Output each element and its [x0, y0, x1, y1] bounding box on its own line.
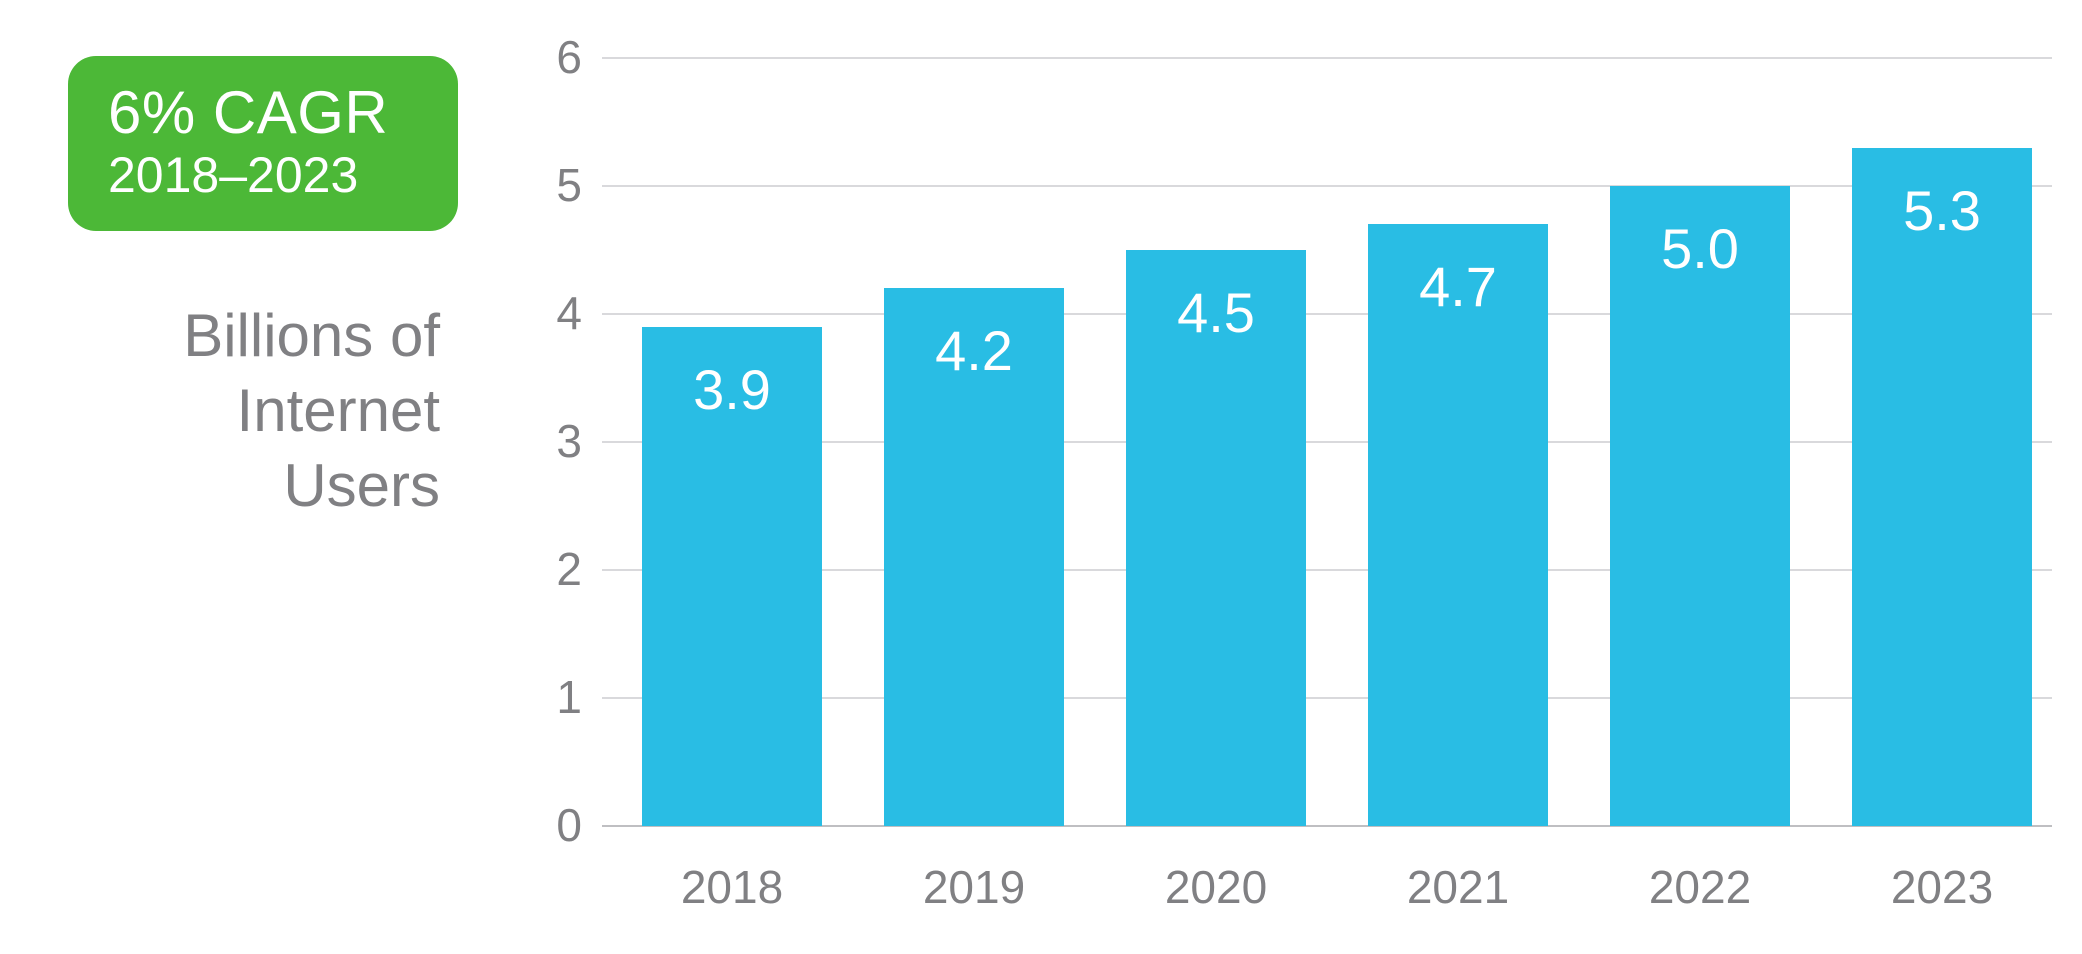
x-tick-label: 2022: [1610, 860, 1790, 914]
bar-value-label: 3.9: [642, 357, 822, 422]
cagr-badge: 6% CAGR 2018–2023: [68, 56, 458, 231]
y-tick-label: 6: [512, 30, 582, 84]
bar-value-label: 4.7: [1368, 254, 1548, 319]
gridline: [602, 313, 2052, 315]
bar-chart: 01234563.920184.220194.520204.720215.020…: [602, 58, 2052, 826]
y-axis-title-line: Users: [40, 448, 440, 523]
bar: 4.7: [1368, 224, 1548, 826]
y-tick-label: 0: [512, 798, 582, 852]
bar: 5.0: [1610, 186, 1790, 826]
gridline: [602, 57, 2052, 59]
bar-value-label: 4.2: [884, 318, 1064, 383]
y-tick-label: 3: [512, 414, 582, 468]
bar: 4.2: [884, 288, 1064, 826]
y-tick-label: 1: [512, 670, 582, 724]
y-tick-label: 2: [512, 542, 582, 596]
chart-container: 6% CAGR 2018–2023 Billions ofInternetUse…: [0, 0, 2082, 954]
cagr-badge-headline: 6% CAGR: [108, 78, 418, 147]
bar-value-label: 4.5: [1126, 280, 1306, 345]
y-axis-title-line: Billions of: [40, 298, 440, 373]
x-tick-label: 2020: [1126, 860, 1306, 914]
x-tick-label: 2023: [1852, 860, 2032, 914]
y-tick-label: 4: [512, 286, 582, 340]
x-tick-label: 2021: [1368, 860, 1548, 914]
gridline: [602, 185, 2052, 187]
y-axis-title-line: Internet: [40, 373, 440, 448]
y-tick-label: 5: [512, 158, 582, 212]
bar: 3.9: [642, 327, 822, 826]
x-tick-label: 2019: [884, 860, 1064, 914]
bar: 5.3: [1852, 148, 2032, 826]
bar-value-label: 5.3: [1852, 178, 2032, 243]
plot-area: 01234563.920184.220194.520204.720215.020…: [602, 58, 2052, 826]
bar-value-label: 5.0: [1610, 216, 1790, 281]
bar: 4.5: [1126, 250, 1306, 826]
cagr-badge-subtext: 2018–2023: [108, 147, 418, 205]
y-axis-title: Billions ofInternetUsers: [40, 298, 440, 523]
x-tick-label: 2018: [642, 860, 822, 914]
